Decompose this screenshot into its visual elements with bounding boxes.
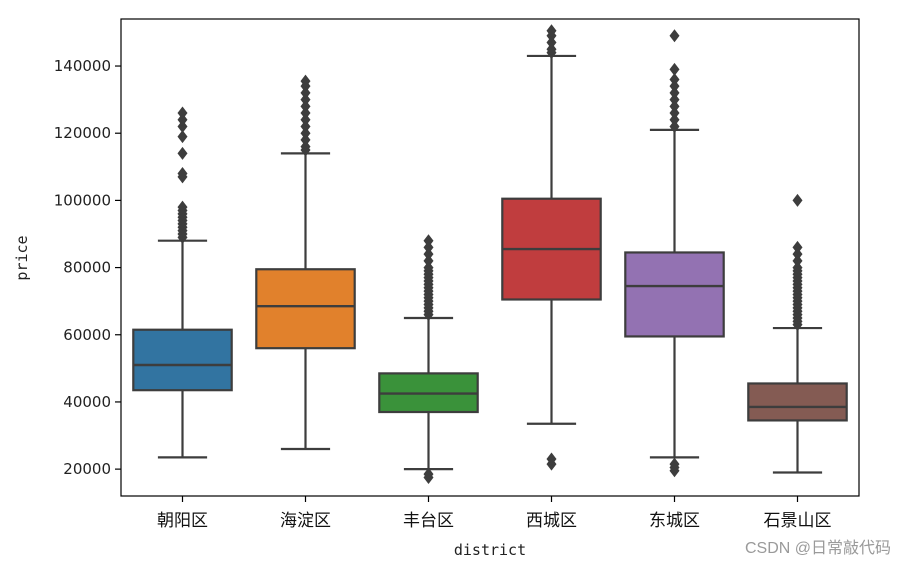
outlier-point bbox=[669, 113, 680, 127]
outlier-point bbox=[792, 240, 803, 254]
outlier-point bbox=[423, 254, 434, 268]
x-tick-label: 丰台区 bbox=[403, 511, 454, 531]
box-6 bbox=[747, 193, 848, 474]
outlier-point bbox=[423, 240, 434, 254]
outlier-point bbox=[546, 24, 557, 38]
outlier-point bbox=[669, 29, 680, 43]
x-tick-label: 石景山区 bbox=[764, 511, 832, 531]
outlier-point bbox=[300, 140, 311, 154]
plot-area bbox=[132, 24, 848, 485]
outlier-point bbox=[177, 119, 188, 133]
outlier-point bbox=[300, 93, 311, 107]
outlier-point bbox=[423, 261, 434, 275]
outlier-point bbox=[669, 72, 680, 86]
outlier-point bbox=[177, 106, 188, 120]
outlier-point bbox=[792, 254, 803, 268]
y-tick-label: 40000 bbox=[63, 393, 111, 411]
iqr-box bbox=[132, 328, 233, 392]
y-axis: 20000 40000 60000 80000 100000 120000 140000 bbox=[54, 57, 121, 478]
box-1 bbox=[132, 106, 233, 459]
outlier-point bbox=[669, 62, 680, 76]
outlier-point bbox=[300, 106, 311, 120]
y-tick-label: 140000 bbox=[54, 57, 111, 75]
outlier-point bbox=[792, 193, 803, 207]
outlier-point bbox=[300, 133, 311, 147]
outlier-point bbox=[546, 452, 557, 466]
outlier-point bbox=[423, 467, 434, 481]
outlier-point bbox=[300, 119, 311, 133]
outlier-point bbox=[669, 99, 680, 113]
x-tick-label: 海淀区 bbox=[280, 511, 331, 531]
y-axis-label: price bbox=[13, 235, 31, 280]
outlier-point bbox=[669, 93, 680, 107]
box-2 bbox=[255, 74, 356, 451]
outlier-point bbox=[177, 200, 188, 214]
y-tick-label: 100000 bbox=[54, 191, 111, 209]
outlier-point bbox=[300, 113, 311, 127]
iqr-box bbox=[747, 382, 848, 422]
y-tick-label: 80000 bbox=[63, 259, 111, 277]
y-tick-label: 120000 bbox=[54, 124, 111, 142]
outlier-point bbox=[177, 167, 188, 181]
box-5 bbox=[624, 29, 725, 478]
box-3 bbox=[378, 234, 479, 485]
outlier-point bbox=[669, 457, 680, 471]
axes-frame bbox=[120, 18, 860, 497]
box-4 bbox=[501, 24, 602, 471]
watermark: CSDN @日常敲代码 bbox=[744, 540, 891, 557]
outlier-point bbox=[177, 130, 188, 144]
iqr-box bbox=[624, 251, 725, 338]
outlier-point bbox=[300, 126, 311, 140]
outlier-point bbox=[423, 234, 434, 248]
outlier-point bbox=[669, 119, 680, 133]
outlier-point bbox=[300, 99, 311, 113]
outlier-point bbox=[792, 261, 803, 275]
outlier-point bbox=[546, 42, 557, 56]
outlier-point bbox=[300, 86, 311, 100]
y-tick-label: 20000 bbox=[63, 460, 111, 478]
x-axis-label: district bbox=[454, 541, 526, 559]
outlier-point bbox=[792, 247, 803, 261]
outlier-point bbox=[669, 86, 680, 100]
outlier-point bbox=[300, 74, 311, 88]
outlier-point bbox=[669, 106, 680, 120]
x-tick-label: 朝阳区 bbox=[157, 511, 208, 531]
outlier-point bbox=[177, 113, 188, 127]
outlier-point bbox=[423, 247, 434, 261]
iqr-box bbox=[255, 268, 356, 350]
x-tick-label: 西城区 bbox=[526, 511, 577, 531]
outlier-point bbox=[546, 36, 557, 50]
x-tick-label: 东城区 bbox=[649, 511, 700, 531]
x-axis: 朝阳区 海淀区 丰台区 西城区 东城区 石景山区 bbox=[157, 496, 832, 531]
y-tick-label: 60000 bbox=[63, 326, 111, 344]
outlier-point bbox=[177, 146, 188, 160]
outlier-point bbox=[669, 79, 680, 93]
